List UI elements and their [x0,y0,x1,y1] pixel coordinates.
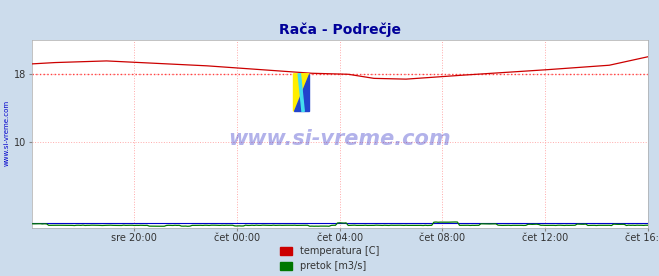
Legend: temperatura [C], pretok [m3/s]: temperatura [C], pretok [m3/s] [280,246,379,271]
Polygon shape [293,74,309,111]
Text: www.si-vreme.com: www.si-vreme.com [3,99,10,166]
Polygon shape [293,74,309,111]
Polygon shape [298,74,304,111]
Title: Rača - Podrečje: Rača - Podrečje [279,23,401,38]
Text: www.si-vreme.com: www.si-vreme.com [229,129,451,150]
